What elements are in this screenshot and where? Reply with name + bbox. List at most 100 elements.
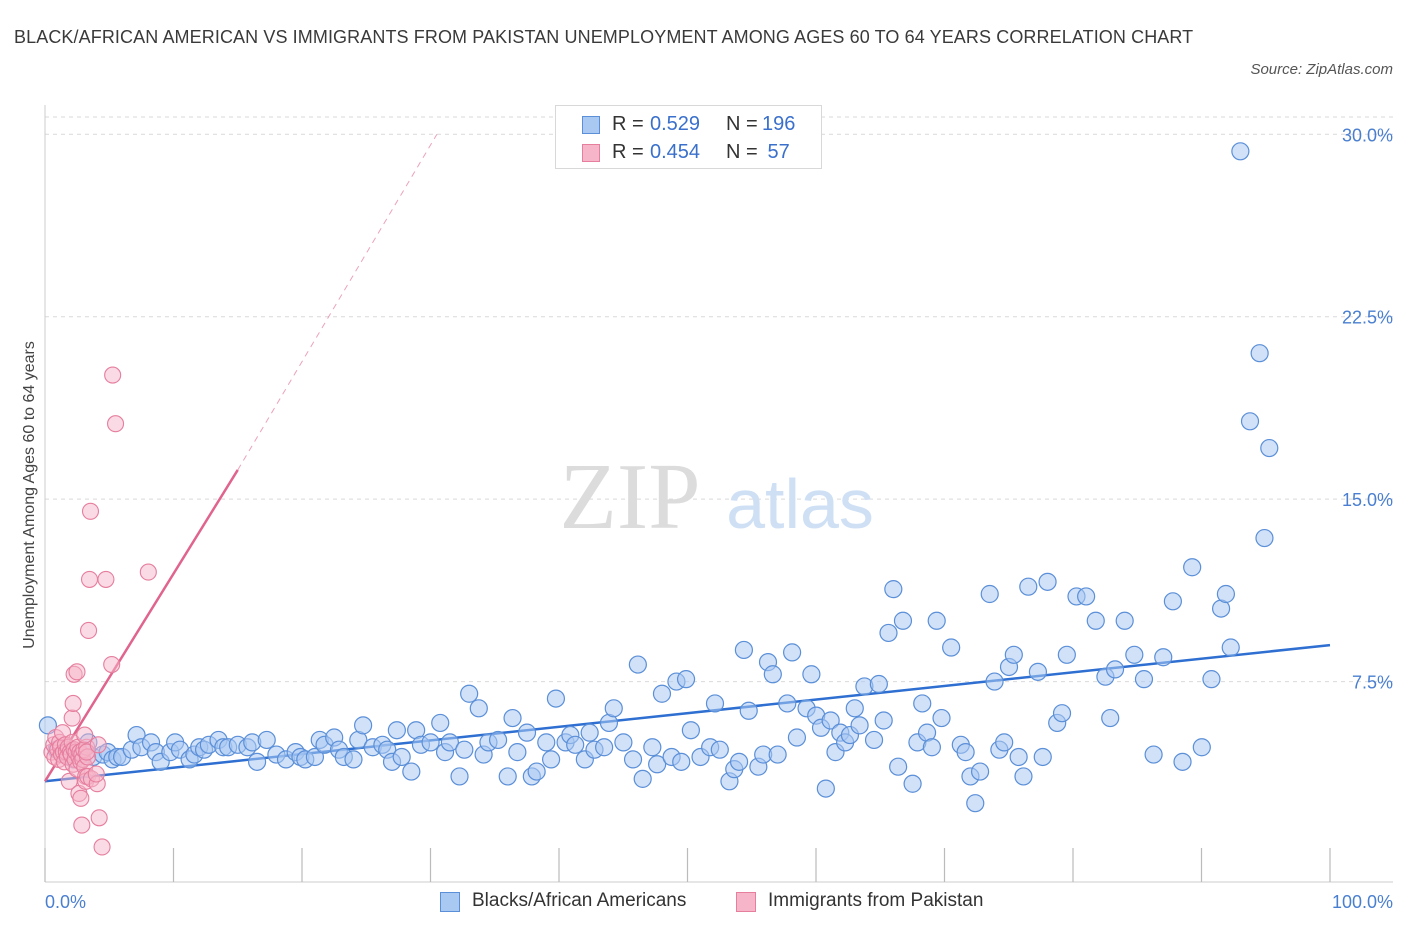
data-point-blacks	[503, 708, 522, 728]
data-point-blacks	[1134, 670, 1154, 689]
data-points	[38, 142, 1279, 856]
data-point-pakistan	[76, 726, 94, 744]
data-point-blacks	[1221, 638, 1240, 657]
n-value: 57	[762, 141, 790, 163]
data-point-blacks	[392, 747, 411, 767]
r-value: 0.454	[650, 141, 701, 163]
data-point-blacks	[508, 743, 527, 762]
data-point-blacks	[1240, 412, 1260, 431]
data-point-blacks	[498, 767, 517, 786]
data-point-blacks	[889, 757, 908, 776]
data-point-blacks	[1231, 142, 1250, 161]
data-point-pakistan	[90, 809, 108, 827]
data-point-blacks	[633, 769, 652, 788]
data-point-blacks	[768, 745, 787, 764]
data-point-pakistan	[139, 563, 157, 581]
watermark-atlas: atlas	[726, 465, 874, 543]
data-point-blacks	[604, 699, 623, 718]
data-point-blacks	[1009, 747, 1028, 767]
data-point-blacks	[1125, 645, 1144, 664]
watermark-zip: ZIP	[560, 445, 701, 549]
data-point-blacks	[874, 711, 893, 730]
data-point-blacks	[1052, 704, 1072, 723]
data-point-blacks	[402, 762, 421, 781]
data-point-blacks	[1173, 752, 1192, 771]
data-point-pakistan	[81, 502, 100, 520]
data-point-blacks	[542, 750, 561, 769]
data-point-blacks	[1028, 662, 1048, 681]
data-point-pakistan	[63, 709, 81, 727]
data-point-blacks	[517, 723, 537, 742]
data-point-blacks	[595, 738, 614, 757]
data-point-blacks	[566, 735, 585, 754]
data-point-blacks	[850, 716, 869, 735]
pink-swatch	[582, 144, 600, 162]
data-point-blacks	[922, 738, 941, 757]
data-point-blacks	[879, 623, 898, 643]
data-point-pakistan	[104, 366, 122, 384]
data-point-blacks	[1154, 648, 1173, 667]
data-point-pakistan	[107, 415, 125, 433]
data-point-blacks	[628, 655, 647, 674]
data-point-blacks	[247, 752, 267, 771]
data-point-blacks	[1038, 572, 1057, 591]
data-point-pakistan	[80, 621, 98, 640]
data-point-blacks	[783, 643, 802, 662]
data-point-pakistan	[68, 663, 86, 681]
data-point-blacks	[623, 750, 643, 769]
data-point-pakistan	[103, 655, 121, 674]
data-point-blacks	[1144, 745, 1163, 764]
grid-lines	[45, 116, 1393, 683]
data-point-blacks	[305, 747, 325, 767]
data-point-blacks	[672, 752, 691, 771]
data-point-blacks	[1033, 747, 1052, 767]
data-point-pakistan	[64, 694, 82, 713]
data-point-blacks	[985, 672, 1004, 691]
data-point-blacks	[488, 730, 508, 750]
data-point-blacks	[787, 728, 807, 747]
data-point-blacks	[864, 730, 884, 750]
data-point-blacks	[354, 716, 373, 735]
chart-title: BLACK/AFRICAN AMERICAN VS IMMIGRANTS FRO…	[14, 27, 1194, 47]
data-point-blacks	[440, 733, 459, 752]
data-point-blacks	[614, 733, 633, 752]
data-point-blacks	[980, 584, 999, 604]
data-point-blacks	[38, 716, 57, 735]
data-point-blacks	[995, 733, 1014, 752]
data-point-blacks	[884, 580, 903, 599]
data-point-blacks	[869, 674, 888, 694]
data-point-blacks	[1004, 645, 1023, 664]
data-point-blacks	[469, 699, 488, 718]
data-point-blacks	[956, 743, 975, 762]
y-axis-label: Unemployment Among Ages 60 to 64 years	[21, 341, 38, 649]
x-tick-label: 100.0%	[1332, 892, 1393, 912]
data-point-blacks	[705, 694, 725, 713]
data-point-blacks	[1255, 528, 1274, 548]
data-point-blacks	[763, 665, 782, 684]
data-point-blacks	[739, 701, 758, 720]
legend-label: Immigrants from Pakistan	[768, 890, 984, 911]
r-label: R =	[612, 113, 644, 135]
y-tick-label: 30.0%	[1342, 125, 1393, 145]
data-point-blacks	[676, 670, 696, 689]
data-point-blacks	[652, 684, 672, 703]
data-point-blacks	[1101, 708, 1120, 728]
y-tick-label: 15.0%	[1342, 490, 1393, 510]
data-point-blacks	[537, 733, 556, 752]
data-point-blacks	[845, 699, 864, 718]
n-label: N =	[726, 141, 758, 163]
data-point-pakistan	[87, 765, 105, 783]
data-point-blacks	[966, 794, 985, 813]
data-point-blacks	[257, 730, 276, 750]
axes	[44, 105, 1393, 883]
data-point-pakistan	[93, 838, 111, 856]
legend-swatch-pink	[736, 892, 756, 912]
data-point-blacks	[932, 708, 951, 728]
data-point-blacks	[942, 638, 961, 657]
data-point-blacks	[431, 713, 450, 733]
data-point-pakistan	[97, 570, 115, 588]
y-tick-label: 7.5%	[1352, 673, 1393, 693]
data-point-blacks	[460, 684, 479, 703]
legend-label: Blacks/African Americans	[472, 890, 687, 911]
trend-line-pakistan	[43, 469, 239, 782]
